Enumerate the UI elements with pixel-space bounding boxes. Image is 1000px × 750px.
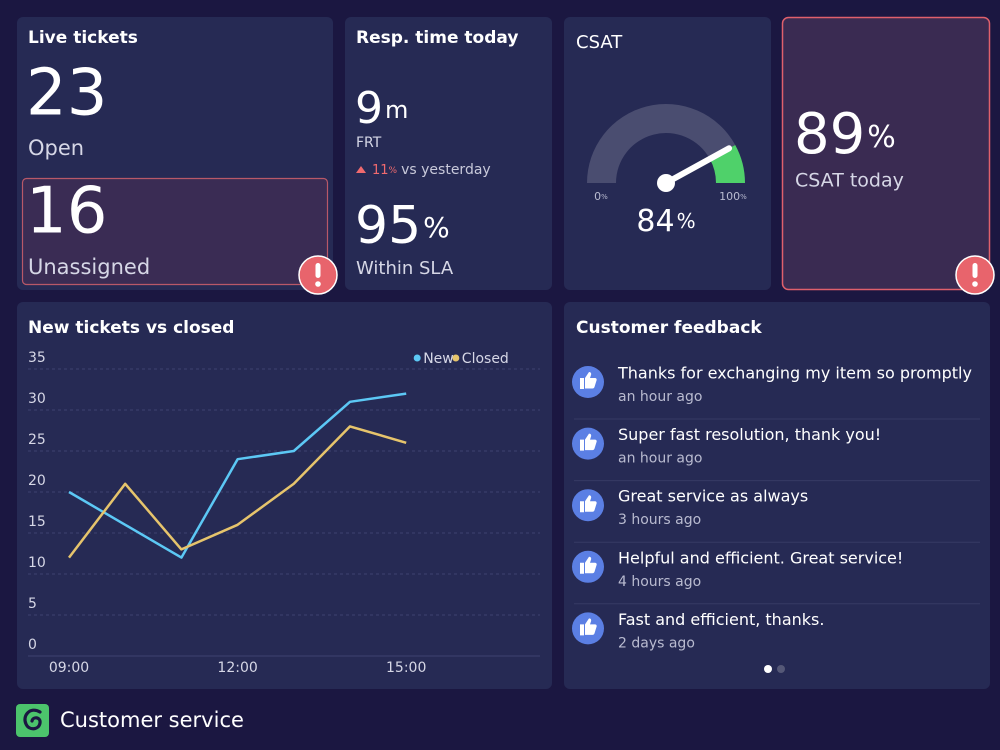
change-text: vs yesterday: [401, 162, 491, 178]
unit: %: [389, 166, 398, 176]
feedback-text: Fast and efficient, thanks.: [618, 610, 824, 629]
page-dot-active[interactable]: [764, 665, 772, 673]
feedback-time: an hour ago: [618, 389, 702, 405]
metric: 89%: [794, 102, 896, 167]
unit: %: [867, 120, 896, 155]
series-line: [68, 392, 407, 559]
gauge-max: 100%: [719, 190, 747, 203]
gauge-needle: [663, 145, 733, 186]
feedback-time: 4 hours ago: [618, 574, 701, 590]
label: Within SLA: [356, 258, 454, 279]
gauge-track: [587, 104, 736, 183]
gauge: 0% 100%84%: [587, 104, 747, 239]
y-tick-label: 0: [28, 637, 37, 653]
card-title: Live tickets: [28, 28, 138, 48]
x-tick-label: 09:00: [49, 660, 89, 676]
change-value: 11: [372, 163, 389, 178]
feedback-list: Thanks for exchanging my item so promptl…: [572, 364, 980, 651]
page-dot[interactable]: [777, 665, 785, 673]
legend-label: New: [423, 351, 454, 367]
footer-title: Customer service: [60, 708, 244, 732]
thumbs-icon: [580, 618, 597, 636]
feedback-time: an hour ago: [618, 451, 702, 467]
feedback-text: Great service as always: [618, 487, 808, 506]
unit: %: [423, 211, 450, 244]
gauge-hub: [657, 174, 675, 192]
big-number: 23: [26, 57, 107, 131]
y-tick-label: 30: [28, 391, 46, 407]
unit: %: [740, 193, 747, 201]
alert-icon: [955, 255, 995, 295]
unit: m: [385, 96, 408, 124]
label: Unassigned: [28, 255, 150, 279]
value: 84: [636, 204, 674, 239]
line-chart: 0 5 10 15 20 25 30 35 09:00 12:00 15:00 Closed New: [28, 350, 540, 676]
logo: [16, 704, 49, 737]
unit: %: [677, 209, 696, 233]
legend-swatch: [413, 354, 421, 362]
thumbs-icon: [580, 372, 597, 389]
y-tick-label: 10: [28, 555, 46, 571]
label: CSAT today: [795, 170, 904, 192]
value: 89: [794, 102, 865, 167]
value: 9: [355, 83, 383, 134]
feedback-time: 3 hours ago: [618, 512, 701, 528]
value: 0: [594, 190, 601, 203]
x-tick-label: 15:00: [386, 660, 426, 676]
y-tick-label: 5: [28, 596, 37, 612]
thumbs-icon: [580, 495, 597, 513]
feedback-time: 2 days ago: [618, 635, 695, 651]
label: FRT: [356, 135, 382, 151]
alert-icon: [298, 255, 338, 295]
y-tick-label: 35: [28, 350, 46, 366]
up-arrow: [356, 166, 366, 173]
card-title: Customer feedback: [576, 318, 762, 338]
x-tick-label: 12:00: [217, 660, 257, 676]
y-tick-label: 25: [28, 432, 46, 448]
card-title: Resp. time today: [356, 28, 518, 48]
metric: 95%: [355, 196, 450, 256]
feedback-text: Super fast resolution, thank you!: [618, 425, 881, 444]
card: [564, 17, 771, 290]
legend-swatch: [452, 354, 460, 362]
thumbs-icon: [580, 433, 597, 451]
big-number: 16: [26, 175, 107, 249]
label: Open: [28, 136, 84, 160]
card: [345, 17, 552, 290]
feedback-text: Helpful and efficient. Great service!: [618, 548, 903, 567]
card-title: CSAT: [576, 32, 623, 53]
thumbs-icon: [580, 556, 597, 574]
alert-card: [781, 16, 991, 291]
y-tick-label: 20: [28, 473, 46, 489]
gauge-value: 84%: [636, 204, 695, 239]
legend-label: Closed: [462, 351, 509, 367]
change: 11% vs yesterday: [372, 162, 491, 178]
alert-box: [21, 177, 329, 286]
series-line: [68, 425, 407, 559]
value: 100: [719, 190, 740, 203]
gauge-min: 0%: [594, 190, 608, 203]
chart-title: New tickets vs closed: [28, 318, 234, 338]
feedback-text: Thanks for exchanging my item so promptl…: [617, 364, 972, 383]
card: [17, 302, 552, 689]
value: 95: [355, 196, 421, 256]
y-tick-label: 15: [28, 514, 46, 530]
card: [564, 302, 990, 689]
metric: 9m: [355, 83, 408, 134]
unit: %: [601, 193, 608, 201]
